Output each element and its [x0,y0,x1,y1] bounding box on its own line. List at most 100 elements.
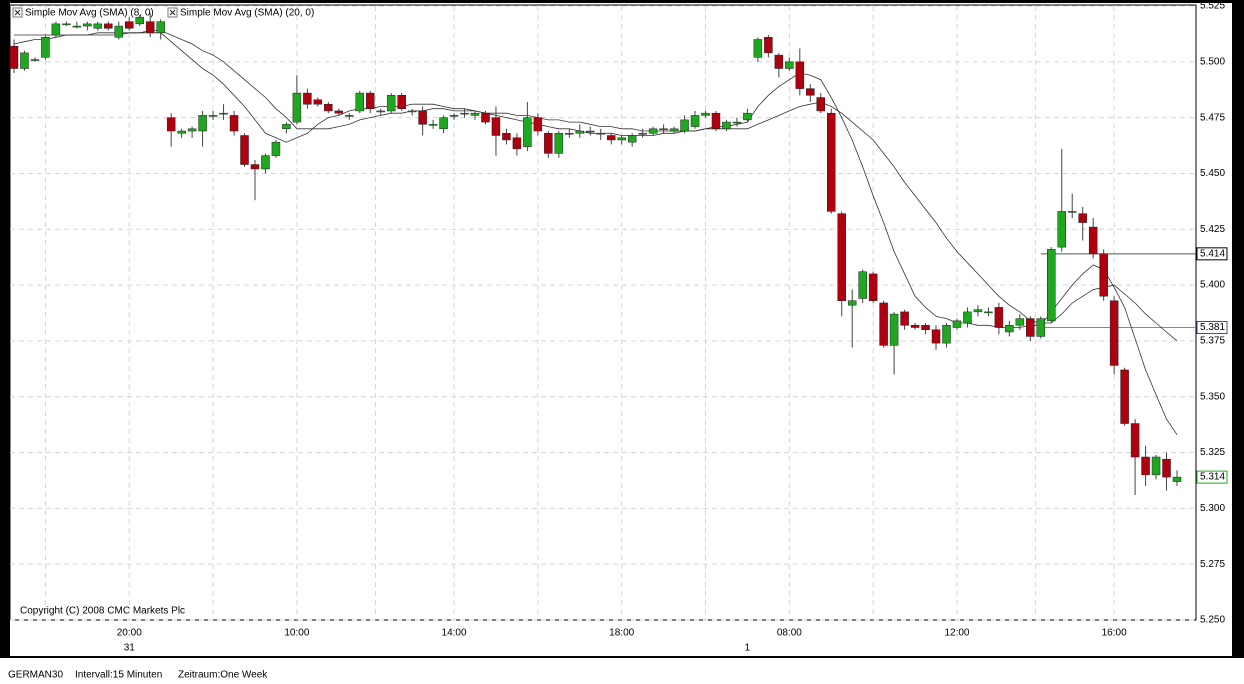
candle-body [481,112,490,123]
candle-body [407,110,417,113]
candle-body [565,133,574,135]
candle-body [806,88,815,96]
candle-body [669,128,679,132]
candle-body [586,130,595,133]
candle-body [345,115,354,117]
y-tick-label: 5.350 [1200,391,1225,402]
candle-body [523,117,532,147]
day-label: 1 [745,643,751,654]
candle-body [177,130,186,134]
candle-body [250,164,260,170]
candle-body [795,61,805,89]
candle-body [1130,423,1140,458]
x-tick-label: 20:00 [117,628,142,639]
candle-body [973,309,983,313]
candle-body [156,21,165,34]
candle-body [1109,300,1119,366]
candle-body [125,21,134,29]
candle-body [617,137,626,141]
candle-body [9,45,19,69]
candle-body [1078,213,1087,223]
price-box-label: 5.381 [1200,322,1225,333]
price-box [1196,321,1228,335]
candle-body [764,37,773,54]
candle-body [428,124,438,126]
candle-body [324,103,333,112]
candle-body [627,135,637,143]
candle-body [72,25,82,28]
candle-body [816,97,826,112]
y-tick-label: 5.375 [1200,336,1225,347]
candle-body [711,112,721,130]
sma-line [14,30,1178,342]
candle-body [491,117,501,136]
candle-body [1015,318,1025,326]
candle-body [1088,226,1098,255]
candle-body [1047,249,1056,322]
candle-body [659,128,668,131]
x-tick-label: 18:00 [609,628,634,639]
candle-body [826,112,836,212]
x-tick-label: 08:00 [777,628,802,639]
candle-body [942,325,951,344]
candle-body [1162,458,1171,478]
x-tick-label: 12:00 [944,628,969,639]
candle-body [240,135,249,165]
candle-body [502,133,511,141]
candle-body [397,95,406,109]
x-tick-label: 14:00 [442,628,467,639]
legend-label: Simple Mov Avg (SMA) (8, 0) [25,8,154,19]
candle-body [93,23,103,29]
candle-body [774,54,784,69]
candle-body [303,92,312,105]
candle-body [984,311,993,314]
candle-body [282,124,291,130]
candle-body [921,325,930,330]
y-tick-label: 5.475 [1200,112,1225,123]
candle-body [868,273,878,301]
y-tick-label: 5.425 [1200,224,1225,235]
candle-body [313,99,323,105]
y-tick-label: 5.525 [1200,1,1225,12]
copyright: Copyright (C) 2008 CMC Markets Plc [20,606,185,617]
y-tick-label: 5.325 [1200,447,1225,458]
price-box [1196,470,1228,484]
candle-body [963,311,972,324]
candle-body [1067,211,1077,213]
candle-body [606,135,616,141]
last-price-label: 5.314 [1200,472,1225,483]
candle-body [439,117,448,130]
candle-body [114,25,124,38]
candle-body [30,59,40,61]
candle-body [166,117,176,132]
candle-body [83,23,92,27]
candle-body [680,119,689,132]
candle-body [145,21,155,34]
candle-body [1099,253,1108,297]
candle-body [847,300,857,306]
candle-body [544,133,553,154]
candle-body [554,133,564,154]
candle-body [208,115,218,117]
y-tick-label: 5.500 [1200,56,1225,67]
candle-body [753,39,763,58]
candle-body [994,307,1004,328]
y-tick-label: 5.300 [1200,503,1225,514]
y-tick-label: 5.275 [1200,559,1225,570]
candle-body [449,115,459,117]
plot-border [9,4,1197,621]
candle-body [334,110,344,114]
candle-body [219,112,228,115]
candle-body [229,115,239,132]
instrument: GERMAN30 [8,670,63,681]
candle-body [1151,456,1161,476]
interval: Intervall:15 Minuten [75,670,162,681]
legend-icon [169,9,176,16]
candle-body [271,141,281,156]
candle-body [1057,211,1066,248]
candle-body [470,112,480,116]
candle-body [198,115,207,132]
sma-line [13,32,1178,435]
candle-body [575,130,585,134]
